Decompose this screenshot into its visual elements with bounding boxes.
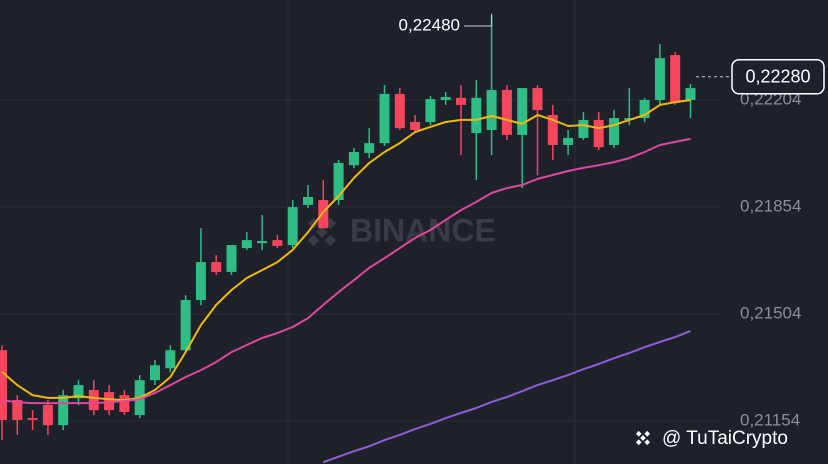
candle-body [486, 89, 497, 130]
candle-body [42, 404, 53, 426]
candle-body [165, 350, 176, 369]
candle-body [532, 88, 543, 111]
candle-body [119, 395, 130, 413]
moving-average [322, 329, 691, 464]
candle-body [27, 418, 38, 420]
candle-body [333, 163, 344, 201]
candle-body [517, 88, 528, 135]
candle-body [73, 385, 84, 399]
plot: 0,211540,215040,218540,222040,224800,222… [0, 13, 825, 464]
candle-body [379, 93, 390, 144]
candle-body [471, 97, 482, 134]
candle-body [88, 389, 99, 411]
candle-body [654, 58, 665, 101]
candle-body [257, 241, 268, 244]
candle-body [12, 400, 23, 420]
candle-body [226, 244, 237, 272]
candle-body [547, 115, 558, 145]
candle-body [104, 392, 115, 411]
candle-body [272, 240, 283, 246]
candle-body [501, 89, 512, 135]
candle-body [195, 262, 206, 301]
max-leader [464, 13, 493, 27]
candle-body [578, 119, 589, 138]
candle-body [364, 143, 375, 153]
candle-body [211, 262, 222, 272]
credit: @ TuTaiCrypto [662, 428, 788, 449]
candle-body [348, 152, 359, 166]
moving-average [1, 137, 691, 405]
candle-body [456, 97, 466, 105]
candle-body [287, 207, 298, 245]
candle-body [241, 240, 252, 249]
candle-body [440, 96, 451, 101]
candle-body [410, 122, 421, 130]
candle-body [150, 365, 160, 381]
y-tick-label: 0,21504 [740, 304, 801, 323]
last-price-box [731, 59, 825, 95]
candle-body [425, 99, 436, 123]
watermark-text: BINANCE [350, 212, 496, 248]
candle-body [563, 137, 574, 145]
candle-body [0, 350, 7, 420]
candle-body [670, 55, 681, 103]
y-tick-label: 0,21854 [740, 197, 801, 216]
candle-body [685, 88, 696, 101]
y-tick-label: 0,21154 [740, 411, 800, 430]
candle-body [593, 119, 604, 148]
candle-body [303, 196, 313, 205]
moving-average [1, 99, 691, 402]
max-label: 0,22480 [399, 15, 460, 34]
candle-body [58, 395, 69, 426]
last-price-label: 0,22280 [745, 67, 810, 87]
candle-body [639, 100, 650, 119]
candle-body [180, 300, 191, 351]
candle-body [318, 200, 329, 229]
candle-body [609, 118, 619, 145]
candle-body [394, 93, 405, 129]
